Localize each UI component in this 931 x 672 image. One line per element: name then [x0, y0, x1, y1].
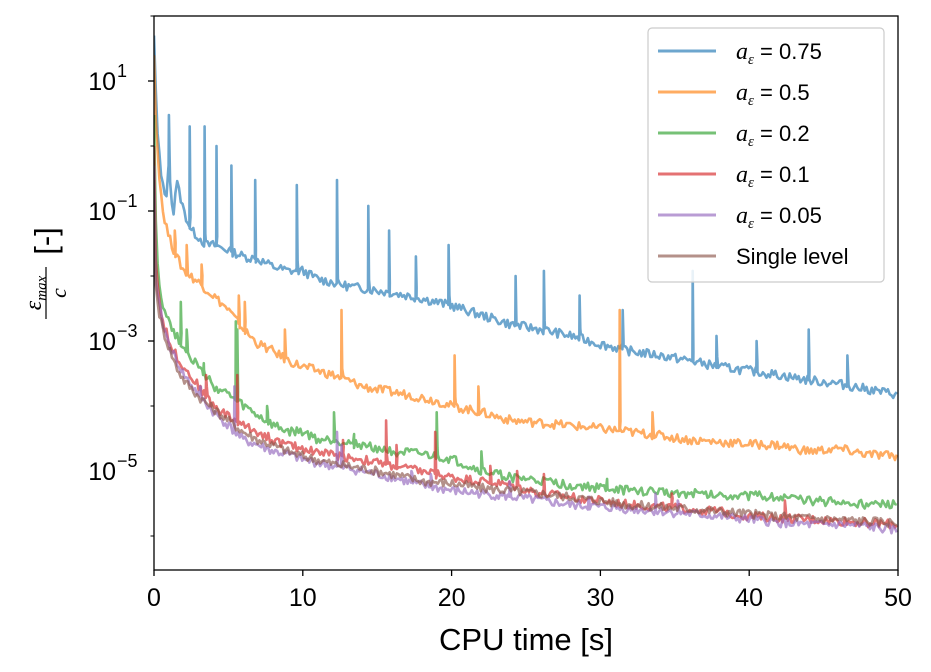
series-6: [154, 179, 898, 528]
series-line: [154, 35, 898, 400]
legend-item: aε = 0.75: [658, 39, 822, 68]
legend-item: aε = 0.5: [658, 80, 810, 109]
x-tick-label: 10: [289, 584, 317, 612]
x-tick-label: 0: [147, 584, 161, 612]
series-1: [154, 35, 898, 400]
legend-label: Single level: [736, 244, 849, 269]
y-tick-label: 10: [88, 68, 116, 96]
y-tick-label: 10: [88, 458, 116, 486]
legend-label: aε = 0.2: [736, 121, 810, 150]
legend-item: Single level: [658, 244, 849, 269]
series-line: [154, 179, 898, 528]
y-tick-exponent: 1: [117, 61, 127, 81]
y-axis-title-unit: [-]: [28, 227, 63, 255]
x-axis: 0 10 20 30 40 50: [147, 570, 912, 612]
series-line: [154, 55, 898, 462]
series-2: [154, 55, 898, 462]
plot-frame: [153, 15, 899, 571]
series-layer: [154, 35, 898, 535]
x-tick-label: 20: [438, 584, 466, 612]
x-tick-label: 40: [735, 584, 763, 612]
y-tick-label: 10: [88, 198, 116, 226]
x-tick-label: 50: [884, 584, 912, 612]
legend: aε = 0.75 aε = 0.5 aε = 0.2 aε = 0.1 aε = 0.…: [647, 27, 885, 283]
y-tick-exponent: −1: [117, 191, 138, 211]
y-tick-exponent: −3: [117, 321, 138, 341]
y-tick-label: 10: [88, 328, 116, 356]
series-line: [154, 114, 898, 510]
legend-item: aε = 0.05: [658, 203, 822, 232]
y-axis-title: εmax c [-]: [21, 227, 71, 319]
series-line: [154, 165, 898, 535]
legend-label: aε = 0.5: [736, 80, 810, 109]
legend-label: aε = 0.1: [736, 162, 810, 191]
y-tick-exponent: −5: [117, 451, 138, 471]
legend-label: aε = 0.75: [736, 39, 822, 68]
series-3: [154, 114, 898, 510]
y-axis-title-denominator: c: [46, 288, 71, 298]
legend-label: aε = 0.05: [736, 203, 822, 232]
legend-item: aε = 0.2: [658, 121, 810, 150]
x-axis-title: CPU time [s]: [439, 622, 613, 657]
x-tick-label: 30: [586, 584, 614, 612]
legend-item: aε = 0.1: [658, 162, 810, 191]
series-5: [154, 165, 898, 535]
